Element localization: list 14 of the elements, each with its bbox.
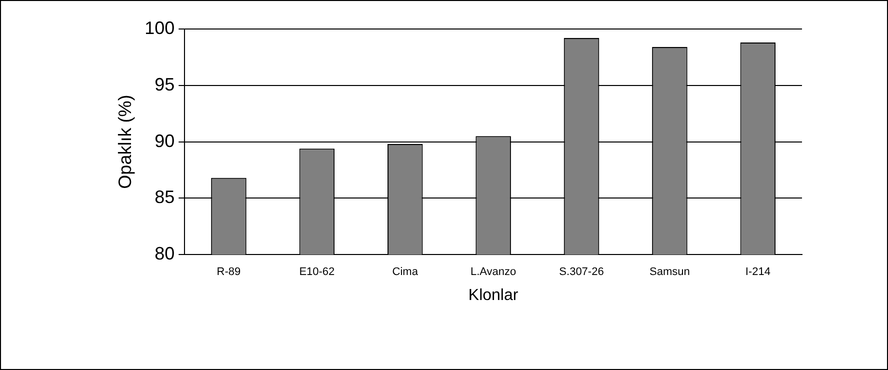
y-tick-label: 90 (154, 130, 175, 151)
x-tick-label: L.Avanzo (470, 266, 516, 278)
x-axis-title: Klonlar (468, 286, 519, 304)
x-tick-label: Cima (392, 266, 419, 278)
y-tick-label: 80 (154, 244, 175, 264)
y-tick-label: 95 (154, 74, 175, 94)
x-tick-label: R-89 (216, 266, 241, 278)
x-tick-label: E10-62 (299, 266, 335, 278)
x-tick-label: I-214 (745, 266, 770, 278)
y-tick-label: 100 (144, 18, 175, 38)
y-axis-title: Opaklık (%) (114, 94, 135, 189)
x-tick-label: Samsun (650, 266, 690, 278)
x-tick-label: S.307-26 (559, 266, 604, 278)
y-tick-label: 85 (154, 187, 175, 208)
